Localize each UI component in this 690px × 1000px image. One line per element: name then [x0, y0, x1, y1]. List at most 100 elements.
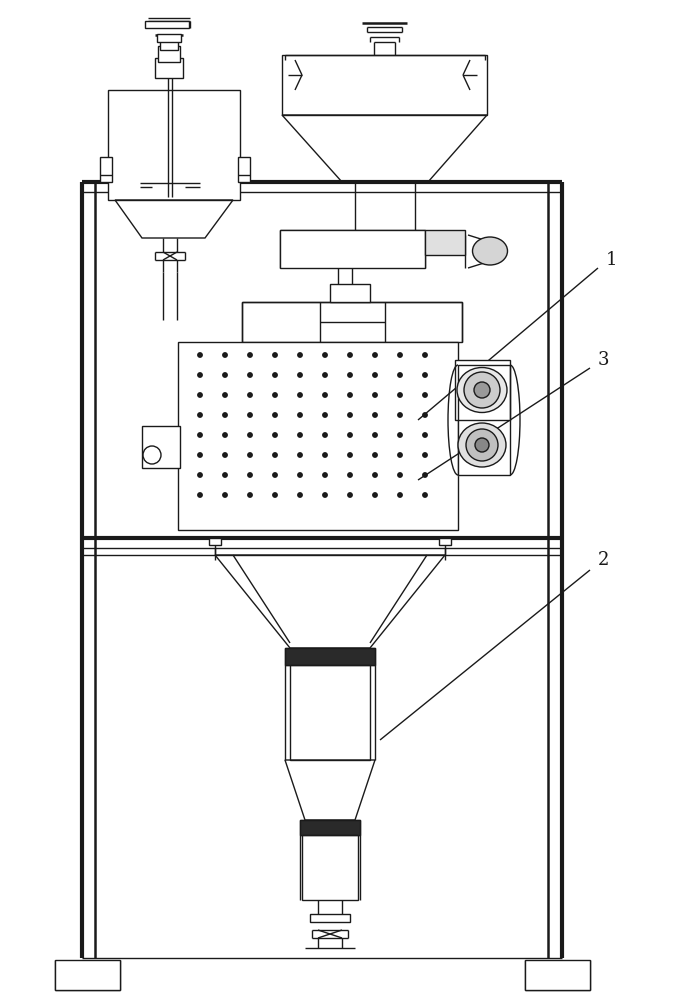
Bar — [282, 55, 487, 115]
Circle shape — [423, 433, 427, 437]
Circle shape — [248, 433, 253, 437]
Circle shape — [398, 453, 402, 457]
Circle shape — [423, 493, 427, 497]
Circle shape — [273, 473, 277, 477]
Polygon shape — [115, 200, 233, 238]
Bar — [310, 914, 350, 922]
Circle shape — [273, 373, 277, 377]
Bar — [425, 230, 465, 255]
Circle shape — [475, 438, 489, 452]
Circle shape — [466, 429, 498, 461]
Circle shape — [198, 433, 202, 437]
Circle shape — [198, 413, 202, 417]
Ellipse shape — [473, 237, 508, 265]
Circle shape — [223, 433, 227, 437]
Circle shape — [398, 393, 402, 397]
Circle shape — [298, 493, 302, 497]
Circle shape — [423, 453, 427, 457]
Circle shape — [248, 373, 253, 377]
Circle shape — [198, 353, 202, 357]
Circle shape — [398, 373, 402, 377]
Circle shape — [348, 453, 352, 457]
Polygon shape — [282, 115, 487, 182]
Circle shape — [348, 393, 352, 397]
Bar — [160, 38, 178, 50]
Circle shape — [298, 453, 302, 457]
Circle shape — [223, 473, 227, 477]
Circle shape — [348, 473, 352, 477]
Circle shape — [323, 473, 327, 477]
Circle shape — [323, 393, 327, 397]
Polygon shape — [285, 648, 375, 665]
Bar — [302, 835, 358, 900]
Ellipse shape — [457, 367, 507, 412]
Circle shape — [223, 393, 227, 397]
Bar — [55, 960, 120, 990]
Bar — [525, 960, 590, 990]
Circle shape — [398, 473, 402, 477]
Circle shape — [423, 413, 427, 417]
Circle shape — [273, 353, 277, 357]
Text: 3: 3 — [598, 351, 609, 369]
Circle shape — [423, 393, 427, 397]
Circle shape — [373, 453, 377, 457]
Circle shape — [398, 493, 402, 497]
Bar — [280, 230, 425, 268]
Circle shape — [464, 372, 500, 408]
Circle shape — [273, 433, 277, 437]
Circle shape — [198, 393, 202, 397]
Bar — [238, 157, 250, 182]
Circle shape — [273, 453, 277, 457]
Bar — [242, 302, 462, 342]
Bar — [455, 360, 510, 420]
Circle shape — [298, 433, 302, 437]
Circle shape — [223, 373, 227, 377]
Circle shape — [398, 433, 402, 437]
Circle shape — [223, 453, 227, 457]
Circle shape — [298, 473, 302, 477]
Circle shape — [248, 493, 253, 497]
Ellipse shape — [458, 423, 506, 467]
Bar — [158, 46, 180, 62]
Circle shape — [474, 382, 490, 398]
Circle shape — [198, 473, 202, 477]
Bar — [100, 157, 112, 182]
Bar — [178, 342, 458, 530]
Bar — [108, 90, 240, 200]
Circle shape — [223, 493, 227, 497]
Circle shape — [248, 393, 253, 397]
Circle shape — [323, 493, 327, 497]
Circle shape — [198, 493, 202, 497]
Circle shape — [348, 373, 352, 377]
Bar — [330, 284, 370, 302]
Circle shape — [423, 473, 427, 477]
Circle shape — [323, 453, 327, 457]
Circle shape — [248, 413, 253, 417]
Bar — [145, 21, 189, 28]
Circle shape — [423, 353, 427, 357]
Bar — [157, 34, 181, 42]
Circle shape — [298, 353, 302, 357]
Circle shape — [373, 353, 377, 357]
Circle shape — [248, 353, 253, 357]
Circle shape — [223, 353, 227, 357]
Text: 1: 1 — [606, 251, 618, 269]
Circle shape — [373, 493, 377, 497]
Circle shape — [323, 353, 327, 357]
Polygon shape — [458, 365, 510, 475]
Circle shape — [198, 373, 202, 377]
Circle shape — [298, 393, 302, 397]
Circle shape — [373, 373, 377, 377]
Circle shape — [223, 413, 227, 417]
Circle shape — [273, 493, 277, 497]
Circle shape — [348, 493, 352, 497]
Circle shape — [398, 353, 402, 357]
Circle shape — [198, 453, 202, 457]
Circle shape — [373, 413, 377, 417]
Circle shape — [323, 413, 327, 417]
Bar — [290, 665, 370, 760]
Circle shape — [373, 393, 377, 397]
Circle shape — [273, 393, 277, 397]
Circle shape — [373, 433, 377, 437]
Polygon shape — [300, 820, 360, 835]
